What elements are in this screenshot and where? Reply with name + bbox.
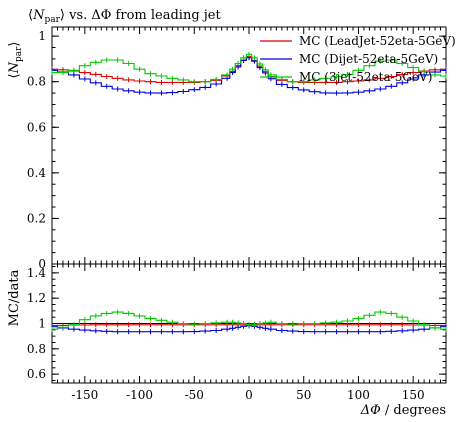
x-tick-label: 50	[296, 388, 311, 402]
main-y-axis-label: ⟨Npar⟩	[7, 42, 24, 79]
ratio-y-tick-label: 0.6	[27, 367, 46, 381]
ratio-y-tick-label: 1.4	[27, 266, 46, 280]
x-tick-label: -100	[126, 388, 153, 402]
ratio-y-tick-label: 1	[38, 317, 46, 331]
main-y-ticks: 0 0.2 0.4 0.6 0.8 1	[27, 29, 446, 271]
x-tick-label: 0	[245, 388, 253, 402]
main-y-tick-label: 0.2	[27, 211, 46, 225]
main-x-ticks	[56, 27, 442, 264]
ratio-y-axis-label: MC/data	[7, 269, 22, 326]
main-y-tick-label: 1	[38, 29, 46, 43]
x-tick-label: 100	[347, 388, 370, 402]
chart-title: ⟨Npar⟩ vs. ΔΦ from leading jet	[28, 8, 222, 25]
legend-label-dijet: MC (Dijet-52eta-5GeV)	[299, 52, 438, 66]
x-tick-label: 150	[402, 388, 425, 402]
main-series-line-2	[52, 53, 446, 83]
main-panel: 0 0.2 0.4 0.6 0.8 1 ⟨Npar⟩ MC (LeadJet-52eta-…	[7, 26, 456, 271]
ratio-y-tick-label: 1.2	[27, 291, 46, 305]
legend: MC (LeadJet-52eta-5GeV) MC (Dijet-52eta-…	[260, 34, 456, 84]
x-tick-label: -50	[185, 388, 204, 402]
main-series-group	[51, 51, 447, 96]
ratio-y-ticks: 0.6 0.8 1 1.2 1.4	[27, 266, 446, 381]
ratio-x-ticks: -150 -100 -50 0 50 100 150	[56, 264, 442, 402]
main-y-tick-label: 0.4	[27, 166, 46, 180]
x-axis-label: ΔΦ / degrees	[360, 403, 446, 418]
ratio-y-tick-label: 0.8	[27, 342, 46, 356]
ratio-series-group	[51, 309, 447, 335]
x-tick-label: -150	[71, 388, 98, 402]
main-y-tick-label: 0.8	[27, 75, 46, 89]
ratio-panel: 0.6 0.8 1 1.2 1.4 -150 -100 -50 0 50 100 150 MC/da…	[7, 263, 447, 418]
legend-label-leadjet: MC (LeadJet-52eta-5GeV)	[299, 34, 456, 48]
legend-label-3jet: MC (3jet-52eta-5GeV)	[299, 70, 432, 84]
main-y-tick-label: 0.6	[27, 120, 46, 134]
main-y-tick-label: 0	[38, 257, 46, 271]
